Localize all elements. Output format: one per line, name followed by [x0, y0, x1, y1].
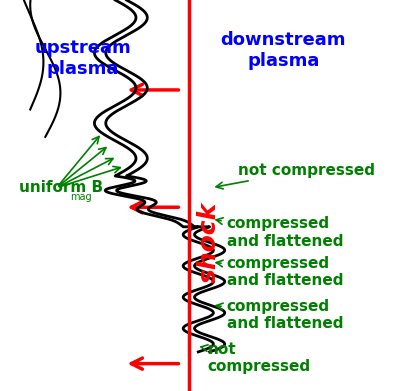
Text: compressed
and flattened: compressed and flattened: [216, 299, 343, 331]
Text: not
compressed: not compressed: [201, 342, 311, 374]
Text: shock: shock: [196, 202, 220, 283]
Text: mag: mag: [70, 192, 92, 203]
Text: uniform B: uniform B: [19, 180, 103, 195]
Text: upstream
plasma: upstream plasma: [35, 39, 132, 78]
Text: downstream
plasma: downstream plasma: [220, 31, 346, 70]
Text: not compressed: not compressed: [216, 163, 375, 189]
Text: compressed
and flattened: compressed and flattened: [216, 217, 343, 249]
Text: compressed
and flattened: compressed and flattened: [216, 256, 343, 288]
